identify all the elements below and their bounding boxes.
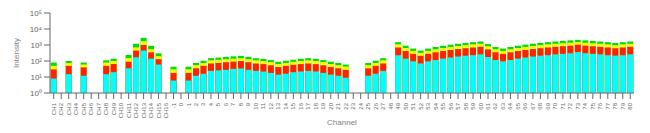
svg-text:9: 9 xyxy=(245,102,251,106)
svg-text:53: 53 xyxy=(425,102,431,109)
svg-text:50: 50 xyxy=(403,102,409,109)
svg-text:64: 64 xyxy=(507,102,513,109)
svg-text:7: 7 xyxy=(230,102,236,106)
svg-text:57: 57 xyxy=(455,102,461,109)
svg-text:49: 49 xyxy=(395,102,401,109)
svg-text:73: 73 xyxy=(575,102,581,109)
svg-text:10³: 10³ xyxy=(30,41,42,50)
svg-text:4: 4 xyxy=(208,102,214,106)
svg-text:12: 12 xyxy=(268,102,274,109)
svg-text:20: 20 xyxy=(328,102,334,109)
svg-text:56: 56 xyxy=(448,102,454,109)
svg-text:77: 77 xyxy=(605,102,611,109)
svg-text:27: 27 xyxy=(380,102,386,109)
svg-text:21: 21 xyxy=(335,102,341,109)
svg-text:54: 54 xyxy=(433,102,439,109)
svg-text:CH11: CH11 xyxy=(126,102,132,118)
svg-text:CH16: CH16 xyxy=(163,102,169,118)
svg-text:19: 19 xyxy=(320,102,326,109)
svg-text:CH2: CH2 xyxy=(58,102,64,115)
svg-text:CH1: CH1 xyxy=(51,102,57,115)
svg-text:15: 15 xyxy=(290,102,296,109)
svg-text:Intensity: Intensity xyxy=(12,38,21,68)
svg-text:CH14: CH14 xyxy=(148,102,154,118)
svg-text:25: 25 xyxy=(365,102,371,109)
svg-text:8: 8 xyxy=(238,102,244,106)
svg-text:78: 78 xyxy=(612,102,618,109)
svg-text:CH13: CH13 xyxy=(141,102,147,118)
svg-text:26: 26 xyxy=(373,102,379,109)
svg-text:CH9: CH9 xyxy=(111,102,117,115)
svg-text:60: 60 xyxy=(478,102,484,109)
svg-text:10¹: 10¹ xyxy=(30,73,42,82)
svg-text:55: 55 xyxy=(440,102,446,109)
svg-text:58: 58 xyxy=(463,102,469,109)
svg-text:CH8: CH8 xyxy=(103,102,109,115)
svg-text:CH10: CH10 xyxy=(118,102,124,118)
svg-text:14: 14 xyxy=(283,102,289,109)
svg-text:5: 5 xyxy=(215,102,221,106)
svg-text:72: 72 xyxy=(567,102,573,109)
svg-text:CH7: CH7 xyxy=(96,102,102,115)
svg-text:59: 59 xyxy=(470,102,476,109)
svg-text:3: 3 xyxy=(200,102,206,106)
svg-text:24: 24 xyxy=(358,102,364,109)
svg-text:10⁵: 10⁵ xyxy=(30,9,42,18)
svg-text:10: 10 xyxy=(253,102,259,109)
svg-text:0: 0 xyxy=(178,102,184,106)
svg-text:70: 70 xyxy=(552,102,558,109)
svg-text:22: 22 xyxy=(343,102,349,109)
svg-text:61: 61 xyxy=(485,102,491,109)
svg-text:51: 51 xyxy=(410,102,416,109)
svg-text:68: 68 xyxy=(537,102,543,109)
svg-text:CH15: CH15 xyxy=(156,102,162,118)
svg-text:10⁰: 10⁰ xyxy=(30,89,42,98)
svg-text:67: 67 xyxy=(530,102,536,109)
svg-text:10²: 10² xyxy=(30,57,42,66)
svg-text:71: 71 xyxy=(560,102,566,109)
svg-text:65: 65 xyxy=(515,102,521,109)
svg-text:CH6: CH6 xyxy=(88,102,94,115)
svg-text:CH5: CH5 xyxy=(81,102,87,115)
svg-text:62: 62 xyxy=(492,102,498,109)
svg-text:CH3: CH3 xyxy=(66,102,72,115)
svg-text:11: 11 xyxy=(260,102,266,109)
svg-text:48: 48 xyxy=(388,102,394,109)
svg-text:74: 74 xyxy=(582,102,588,109)
svg-text:79: 79 xyxy=(620,102,626,109)
svg-text:76: 76 xyxy=(597,102,603,109)
svg-text:10⁴: 10⁴ xyxy=(30,25,43,34)
svg-text:CH12: CH12 xyxy=(133,102,139,118)
svg-text:23: 23 xyxy=(350,102,356,109)
svg-text:2: 2 xyxy=(193,102,199,106)
svg-text:18: 18 xyxy=(313,102,319,109)
svg-text:13: 13 xyxy=(275,102,281,109)
svg-text:17: 17 xyxy=(305,102,311,109)
svg-text:-1: -1 xyxy=(171,102,177,108)
svg-text:16: 16 xyxy=(298,102,304,109)
svg-text:CH4: CH4 xyxy=(73,102,79,115)
svg-text:63: 63 xyxy=(500,102,506,109)
svg-text:Channel: Channel xyxy=(327,118,357,125)
svg-text:75: 75 xyxy=(590,102,596,109)
svg-text:1: 1 xyxy=(186,102,192,106)
svg-text:6: 6 xyxy=(223,102,229,106)
svg-text:66: 66 xyxy=(522,102,528,109)
svg-text:52: 52 xyxy=(418,102,424,109)
svg-text:69: 69 xyxy=(545,102,551,109)
svg-text:80: 80 xyxy=(627,102,633,109)
